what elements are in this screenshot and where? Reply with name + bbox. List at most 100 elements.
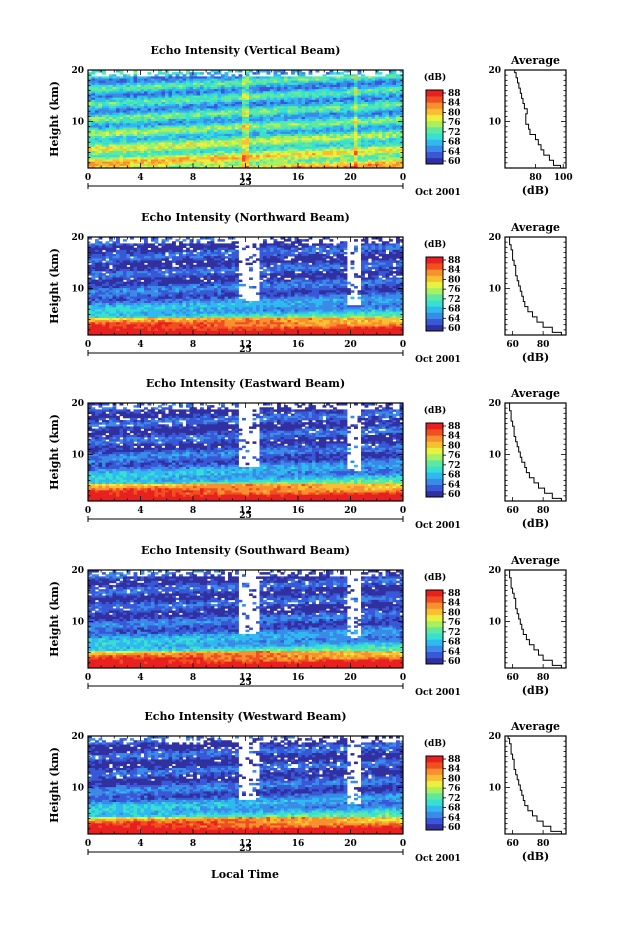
heatmap-cell <box>116 237 120 240</box>
heatmap-cell <box>105 99 110 103</box>
heatmap-cell <box>88 110 92 114</box>
heatmap-cell <box>315 101 320 105</box>
heatmap-cell <box>112 243 117 246</box>
heatmap-cell <box>126 142 131 145</box>
heatmap-cell <box>193 84 197 88</box>
heatmap-cell <box>217 93 222 96</box>
heatmap-cell <box>147 245 152 249</box>
heatmap-cell <box>144 140 148 143</box>
heatmap-cell <box>161 165 166 169</box>
heatmap-cell <box>371 114 376 118</box>
heatmap-cell <box>347 91 351 94</box>
heatmap-cell <box>140 114 145 118</box>
heatmap-cell <box>396 80 400 84</box>
heatmap-cell <box>179 80 183 84</box>
heatmap-cell <box>270 131 274 135</box>
heatmap-cell <box>368 247 372 251</box>
heatmap-cell <box>217 106 222 109</box>
heatmap-cell <box>298 247 302 251</box>
heatmap-cell <box>189 112 194 116</box>
heatmap-cell <box>112 249 117 253</box>
heatmap-cell <box>389 99 393 103</box>
heatmap-cell <box>123 129 127 133</box>
heatmap-cell <box>161 121 166 124</box>
heatmap-cell <box>193 72 197 75</box>
heatmap-cell <box>140 142 145 145</box>
heatmap-cell <box>280 119 285 122</box>
heatmap-cell <box>98 112 103 116</box>
heatmap-cell <box>217 159 222 163</box>
heatmap-cell <box>116 146 120 150</box>
heatmap-cell <box>343 165 348 169</box>
heatmap-cell <box>126 247 131 251</box>
heatmap-cell <box>116 133 120 137</box>
heatmap-cell <box>186 80 190 84</box>
heatmap-cell <box>203 84 208 88</box>
heatmap-cell <box>336 114 341 118</box>
heatmap-cell <box>385 99 390 103</box>
heatmap-cell <box>165 95 169 99</box>
heatmap-cell <box>193 165 197 169</box>
heatmap-cell <box>203 140 208 143</box>
heatmap-cell <box>284 91 288 94</box>
heatmap-cell <box>133 144 138 148</box>
heatmap-cell <box>312 95 316 99</box>
heatmap-cell <box>347 127 351 131</box>
heatmap-cell <box>273 76 278 79</box>
heatmap-cell <box>217 144 222 148</box>
heatmap-cell <box>315 99 320 103</box>
heatmap-cell <box>382 78 386 82</box>
heatmap-cell <box>221 119 225 122</box>
heatmap-cell <box>130 243 134 246</box>
heatmap-cell <box>347 140 351 143</box>
heatmap-cell <box>361 112 365 116</box>
heatmap-cell <box>119 114 124 118</box>
heatmap-cell <box>266 127 271 131</box>
heatmap-cell <box>210 106 215 109</box>
heatmap-cell <box>364 146 369 150</box>
heatmap-cell <box>172 133 176 137</box>
heatmap-cell <box>140 97 145 101</box>
heatmap-cell <box>235 114 239 118</box>
heatmap-cell <box>312 119 316 122</box>
heatmap-cell <box>235 70 239 73</box>
heatmap-cell <box>133 93 138 96</box>
heatmap-cell <box>308 131 313 135</box>
heatmap-cell <box>140 123 145 126</box>
heatmap-cell <box>280 93 285 96</box>
heatmap-cell <box>347 78 351 82</box>
heatmap-cell <box>368 146 372 150</box>
heatmap-cell <box>214 78 218 82</box>
heatmap-cell <box>382 138 386 141</box>
heatmap-cell <box>336 144 341 148</box>
heatmap-cell <box>378 112 383 116</box>
heatmap-cell <box>315 93 320 96</box>
heatmap-cell <box>179 138 183 141</box>
heatmap-cell <box>291 133 295 137</box>
heatmap-cell <box>186 146 190 150</box>
heatmap-cell <box>315 121 320 124</box>
heatmap-cell <box>364 112 369 116</box>
heatmap-cell <box>144 247 148 251</box>
heatmap-cell <box>399 78 404 82</box>
heatmap-cell <box>308 165 313 169</box>
heatmap-cell <box>151 157 155 160</box>
heatmap-cell <box>364 91 369 94</box>
heatmap-cell <box>207 144 211 148</box>
heatmap-cell <box>347 155 351 158</box>
heatmap-cell <box>245 125 250 128</box>
heatmap-cell <box>326 108 330 111</box>
heatmap-cell <box>256 116 260 120</box>
heatmap-cell <box>375 80 379 84</box>
heatmap-cell <box>361 144 365 148</box>
heatmap-cell <box>200 95 204 99</box>
heatmap-cell <box>329 112 334 116</box>
heatmap-cell <box>123 74 127 77</box>
heatmap-cell <box>95 153 99 156</box>
heatmap-cell <box>392 114 397 118</box>
heatmap-cell <box>259 142 264 145</box>
heatmap-cell <box>378 104 383 107</box>
heatmap-cell <box>305 106 309 109</box>
heatmap-cell <box>140 112 145 116</box>
heatmap-cell <box>221 93 225 96</box>
